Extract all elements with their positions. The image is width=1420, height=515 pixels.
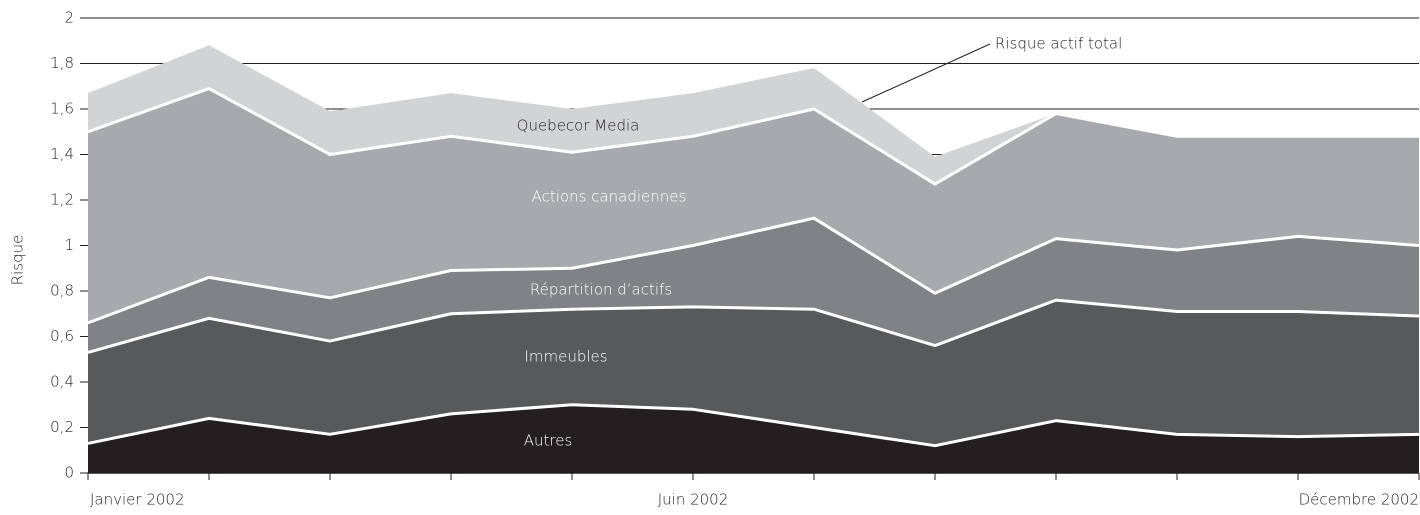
area-boundary <box>87 216 1420 325</box>
series-label: Autres <box>524 432 573 450</box>
area-boundary <box>87 403 1420 448</box>
y-axis-label: Risque <box>9 235 27 286</box>
y-tick-label: 0,2 <box>50 418 74 436</box>
y-tick-label: 0,6 <box>50 327 74 345</box>
annotation-line <box>861 43 991 103</box>
area <box>88 88 1419 323</box>
x-tick-label: Juin 2002 <box>658 491 729 509</box>
area-boundary <box>87 298 1420 354</box>
area <box>88 404 1419 473</box>
y-tick-label: 1,2 <box>50 191 74 209</box>
y-tick-label: 1,8 <box>50 54 74 72</box>
series-label: Actions canadiennes <box>532 188 687 206</box>
x-tick-label: Décembre 2002 <box>1299 491 1419 509</box>
x-tick-label: Janvier 2002 <box>90 491 185 509</box>
y-tick-label: 0 <box>64 464 74 482</box>
y-tick-label: 2 <box>64 9 74 27</box>
y-tick-label: 0,8 <box>50 282 74 300</box>
area <box>88 300 1419 446</box>
series-label: Immeubles <box>524 348 607 366</box>
y-tick-label: 0,4 <box>50 373 74 391</box>
y-tick-label: 1 <box>64 236 74 254</box>
series-label: Quebecor Media <box>517 117 640 135</box>
annotation: Risque actif total <box>995 35 1122 53</box>
y-tick-label: 1,4 <box>50 145 74 163</box>
area <box>88 218 1419 353</box>
area <box>88 45 1419 185</box>
series-label: Répartition d’actifs <box>530 281 672 299</box>
area-boundary <box>87 87 1419 186</box>
y-tick-label: 1,6 <box>50 100 74 118</box>
